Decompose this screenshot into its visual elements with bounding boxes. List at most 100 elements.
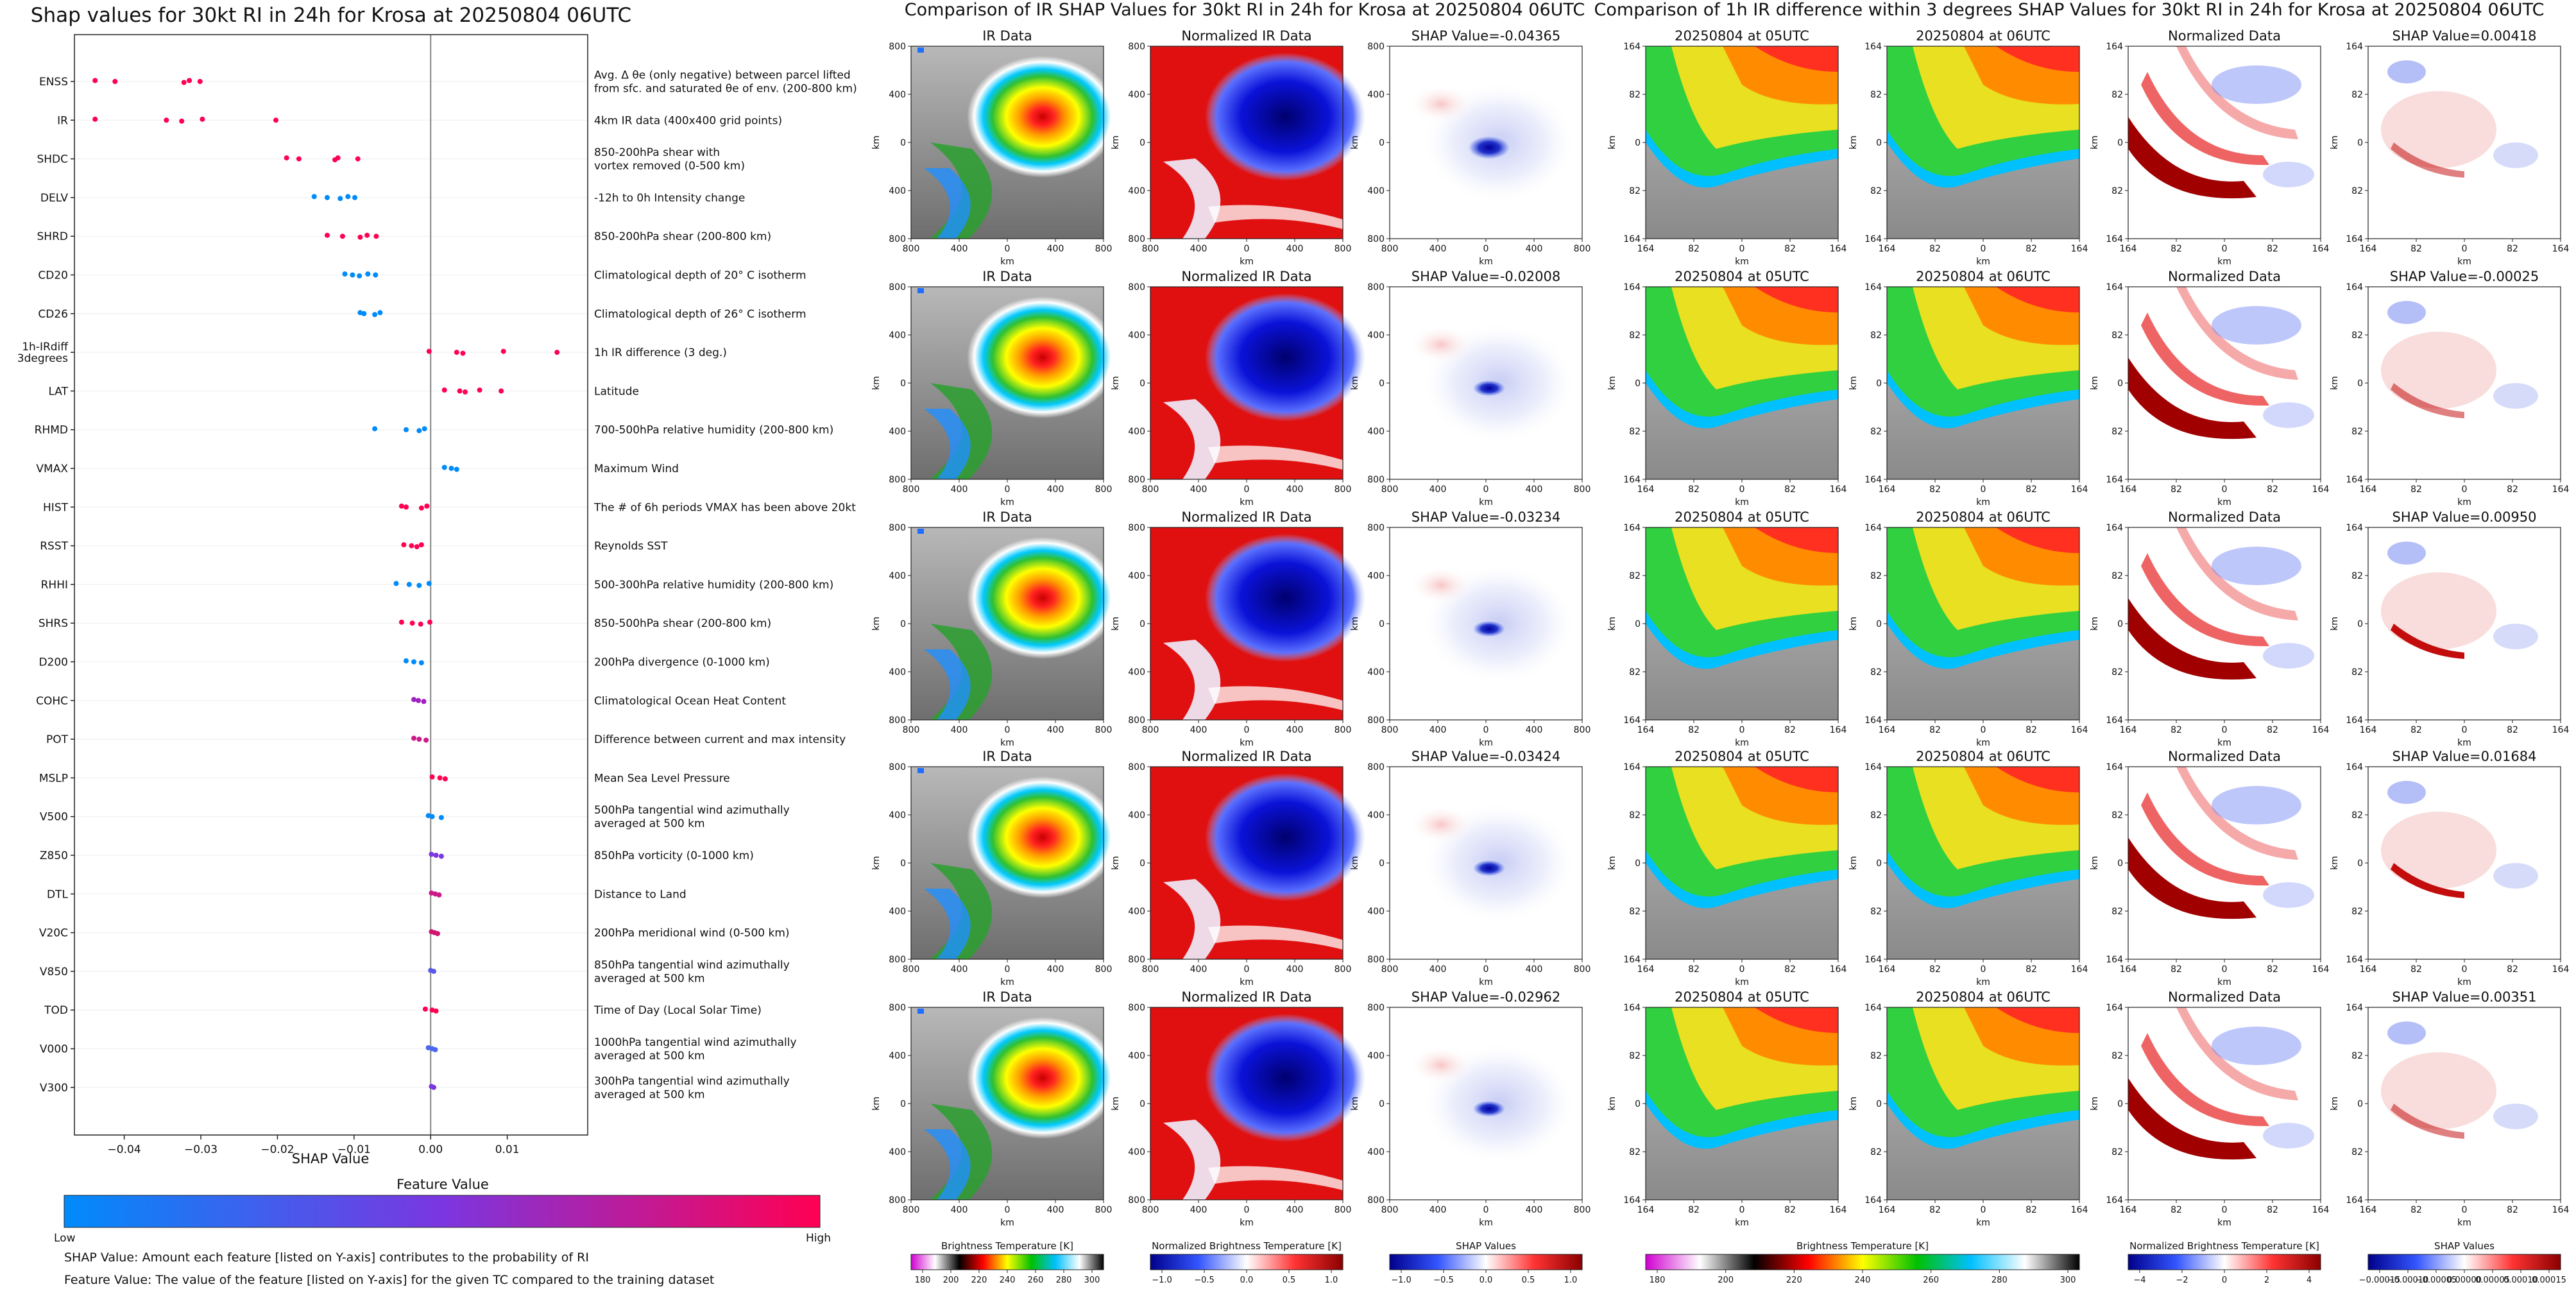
shap-point bbox=[197, 79, 203, 84]
x-tick-label: 164 bbox=[1879, 244, 1896, 254]
normalized-background bbox=[2128, 46, 2321, 239]
x-tick-label: 164 bbox=[1830, 964, 1847, 975]
diff-brightness-colorbar-label: Brightness Temperature [K] bbox=[1796, 1240, 1929, 1252]
diff-normalized-colorbar bbox=[2128, 1254, 2321, 1270]
y-tick-label: 0 bbox=[1139, 379, 1145, 389]
feature-label: V000 bbox=[40, 1043, 68, 1056]
x-tick-label: 164 bbox=[2360, 244, 2377, 254]
feature-label: MSLP bbox=[39, 772, 68, 785]
colorbar-tick-label: 220 bbox=[1786, 1276, 1802, 1285]
y-axis-label: km bbox=[1111, 135, 1121, 149]
y-tick-label: 164 bbox=[1623, 282, 1641, 293]
x-tick-label: 400 bbox=[951, 484, 968, 495]
y-tick-label: 82 bbox=[2111, 330, 2123, 341]
shap-point bbox=[427, 619, 432, 625]
y-tick-label: 0 bbox=[2357, 138, 2363, 148]
diff-shap-image bbox=[2368, 46, 2561, 239]
colorbar-tick-label: 300 bbox=[2060, 1276, 2076, 1285]
colorbar-tick-label: 4 bbox=[2307, 1276, 2312, 1285]
y-tick-label: 164 bbox=[1623, 523, 1641, 533]
y-tick-label: 0 bbox=[900, 858, 906, 869]
x-tick-label: 400 bbox=[1190, 244, 1207, 254]
diff-block-title: Comparison of 1h IR difference within 3 … bbox=[1594, 0, 2545, 20]
shap-positive bbox=[1409, 1046, 1473, 1084]
x-tick-label: −0.02 bbox=[260, 1143, 294, 1156]
shap-negative bbox=[2387, 781, 2426, 804]
y-tick-label: 400 bbox=[889, 1147, 906, 1157]
x-tick-label: 800 bbox=[1142, 484, 1159, 495]
shap-point bbox=[435, 931, 440, 937]
y-tick-label: 164 bbox=[1864, 523, 1882, 533]
feature-description: -12h to 0h Intensity change bbox=[594, 192, 745, 205]
x-axis-label: km bbox=[1000, 497, 1014, 508]
x-tick-label: 400 bbox=[1286, 484, 1304, 495]
y-tick-label: 0 bbox=[1876, 858, 1882, 869]
y-axis-label: km bbox=[2090, 1097, 2100, 1111]
x-tick-label: 0 bbox=[1981, 1205, 1986, 1215]
y-tick-label: 400 bbox=[889, 810, 906, 821]
shap-point bbox=[425, 813, 431, 819]
colorbar-tick-label: 0.5 bbox=[1522, 1276, 1535, 1285]
cooling-region bbox=[2212, 65, 2301, 104]
shap-point bbox=[460, 350, 466, 356]
shap-point bbox=[352, 194, 357, 200]
diff-shap-panel-title: SHAP Value=0.00351 bbox=[2393, 989, 2537, 1005]
cold-cloud-region bbox=[1205, 1014, 1365, 1142]
ir-shap-comparison: Comparison of IR SHAP Values for 30kt RI… bbox=[871, 0, 1591, 1289]
feature-label: TOD bbox=[44, 1004, 68, 1017]
normalized-diff-image bbox=[2128, 1007, 2321, 1200]
y-tick-label: 400 bbox=[1128, 330, 1145, 341]
cooling-region bbox=[2263, 882, 2314, 908]
x-tick-label: 82 bbox=[2267, 964, 2278, 975]
y-axis-label: km bbox=[2090, 376, 2100, 390]
y-tick-label: 400 bbox=[1367, 810, 1385, 821]
colorbar-tick-label: 260 bbox=[1028, 1276, 1044, 1285]
x-tick-label: 800 bbox=[1381, 1205, 1399, 1215]
x-tick-label: 82 bbox=[2026, 725, 2037, 735]
x-tick-label: 400 bbox=[1429, 1205, 1447, 1215]
ir-data-panel-title: IR Data bbox=[982, 509, 1032, 525]
x-tick-label: 800 bbox=[1381, 725, 1399, 735]
colorbar-tick-label: −0.00010 bbox=[2387, 1276, 2429, 1285]
y-tick-label: 800 bbox=[889, 282, 906, 293]
colorbar-tick-label: 1.0 bbox=[1325, 1276, 1338, 1285]
cloud-red bbox=[1996, 767, 2079, 792]
x-tick-label: 400 bbox=[1526, 244, 1543, 254]
y-tick-label: 82 bbox=[2351, 907, 2363, 917]
ir-shap-panel-title: SHAP Value=-0.04365 bbox=[1412, 28, 1561, 44]
x-tick-label: 400 bbox=[1429, 725, 1447, 735]
feature-label: V850 bbox=[40, 966, 68, 978]
y-tick-label: 82 bbox=[2351, 1147, 2363, 1157]
diff-shap-panel-title: SHAP Value=0.00950 bbox=[2393, 509, 2537, 525]
cloud-fragment bbox=[917, 768, 924, 773]
shap-point bbox=[416, 737, 422, 742]
x-tick-label: 0 bbox=[1483, 964, 1489, 975]
cloud-band bbox=[924, 649, 971, 720]
feature-description: Maximum Wind bbox=[594, 463, 679, 475]
y-tick-label: 400 bbox=[1367, 1147, 1385, 1157]
y-tick-label: 0 bbox=[1379, 619, 1385, 629]
x-tick-label: 800 bbox=[1381, 964, 1399, 975]
x-tick-label: 82 bbox=[2507, 244, 2518, 254]
warming-band bbox=[2176, 46, 2298, 139]
y-tick-label: 82 bbox=[1629, 1051, 1641, 1061]
cloud-red bbox=[1755, 287, 1838, 312]
shap-point bbox=[441, 387, 447, 393]
x-tick-label: 164 bbox=[2552, 484, 2570, 495]
feature-colorbar bbox=[64, 1195, 821, 1228]
x-tick-label: 0 bbox=[1244, 244, 1250, 254]
diff-shap-image bbox=[2368, 287, 2561, 479]
y-tick-label: 82 bbox=[2351, 667, 2363, 678]
shap-point bbox=[179, 118, 185, 124]
y-tick-label: 164 bbox=[2106, 475, 2123, 485]
shap-point bbox=[429, 774, 435, 780]
x-tick-label: 0 bbox=[1981, 725, 1986, 735]
colorbar-tick-label: 280 bbox=[1992, 1276, 2008, 1285]
ir-data-panel-title: IR Data bbox=[982, 269, 1032, 284]
cloud-band bbox=[924, 1129, 971, 1200]
feature-label: RHMD bbox=[35, 424, 68, 437]
y-tick-label: 400 bbox=[889, 90, 906, 100]
ir-time-image bbox=[1887, 46, 2079, 239]
ir-time-image bbox=[1887, 287, 2079, 479]
